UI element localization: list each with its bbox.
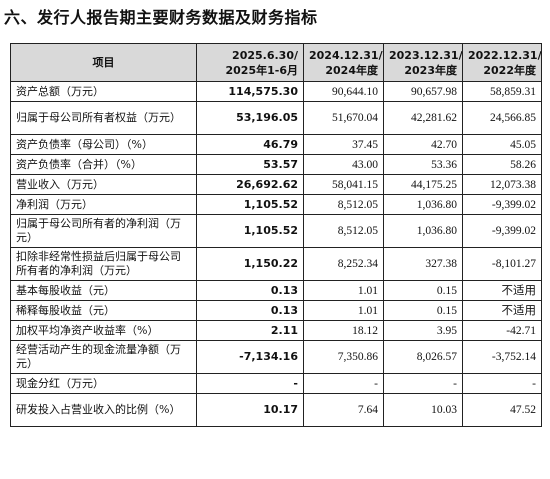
row-label: 加权平均净资产收益率（%） xyxy=(10,320,197,341)
value-cell: 2.11 xyxy=(196,320,304,341)
value-cell: 53.36 xyxy=(383,154,463,175)
value-cell: 53.57 xyxy=(196,154,304,175)
section-title: 六、发行人报告期主要财务数据及财务指标 xyxy=(4,8,318,27)
value-cell: 51,670.04 xyxy=(303,101,384,135)
value-cell: 37.45 xyxy=(303,134,384,155)
value-cell: 1.01 xyxy=(303,280,384,301)
value-cell: 1,036.80 xyxy=(383,214,463,248)
value-cell: 47.52 xyxy=(462,393,542,427)
table-row: 资产总额（万元） 114,575.30 90,644.10 90,657.98 58,8… xyxy=(10,81,542,102)
value-cell: -42.71 xyxy=(462,320,542,341)
row-label: 基本每股收益（元） xyxy=(10,280,197,301)
value-cell: 42,281.62 xyxy=(383,101,463,135)
value-cell: 1,150.22 xyxy=(196,247,304,281)
value-cell: 0.13 xyxy=(196,300,304,321)
value-cell: 0.13 xyxy=(196,280,304,301)
table-row: 稀释每股收益（元） 0.13 1.01 0.15 不适用 xyxy=(10,300,542,321)
value-cell: 90,644.10 xyxy=(303,81,384,102)
value-cell: 26,692.62 xyxy=(196,174,304,195)
value-cell: 43.00 xyxy=(303,154,384,175)
value-cell: -8,101.27 xyxy=(462,247,542,281)
table-row: 归属于母公司所有者的净利润（万元） 1,105.52 8,512.05 1,036.8… xyxy=(10,214,542,248)
value-cell: 42.70 xyxy=(383,134,463,155)
value-cell: 8,512.05 xyxy=(303,194,384,215)
value-cell: -9,399.02 xyxy=(462,214,542,248)
value-cell: - xyxy=(196,373,304,394)
value-cell: -9,399.02 xyxy=(462,194,542,215)
value-cell: 8,512.05 xyxy=(303,214,384,248)
table-row: 营业收入（万元） 26,692.62 58,041.15 44,175.25 12,07… xyxy=(10,174,542,195)
value-cell: 1,105.52 xyxy=(196,194,304,215)
value-cell: - xyxy=(383,373,463,394)
table-row: 加权平均净资产收益率（%） 2.11 18.12 3.95 -42.71 xyxy=(10,320,542,341)
value-cell: 53,196.05 xyxy=(196,101,304,135)
value-cell: 1,105.52 xyxy=(196,214,304,248)
row-label: 净利润（万元） xyxy=(10,194,197,215)
table-header-row: 项目 2025.6.30/2025年1-6月 2024.12.31/2024年度… xyxy=(10,43,542,82)
table-row: 研发投入占营业收入的比例（%） 10.17 7.64 10.03 47.52 xyxy=(10,393,542,427)
value-cell: 0.15 xyxy=(383,280,463,301)
row-label: 资产总额（万元） xyxy=(10,81,197,102)
table-row: 归属于母公司所有者权益（万元） 53,196.05 51,670.04 42,281.… xyxy=(10,101,542,135)
header-period-2025: 2025.6.30/2025年1-6月 xyxy=(196,43,304,82)
table-row: 净利润（万元） 1,105.52 8,512.05 1,036.80 -9,399.02 xyxy=(10,194,542,215)
header-period-2023: 2023.12.31/2023年度 xyxy=(383,43,463,82)
value-cell: 44,175.25 xyxy=(383,174,463,195)
table-row: 基本每股收益（元） 0.13 1.01 0.15 不适用 xyxy=(10,280,542,301)
value-cell: 10.17 xyxy=(196,393,304,427)
value-cell: 46.79 xyxy=(196,134,304,155)
value-cell: 45.05 xyxy=(462,134,542,155)
table-row: 扣除非经常性损益后归属于母公司所有者的净利润（万元） 1,150.22 8,252.… xyxy=(10,247,542,281)
value-cell: 8,026.57 xyxy=(383,340,463,374)
row-label: 资产负债率（母公司）（%） xyxy=(10,134,197,155)
value-cell: 12,073.38 xyxy=(462,174,542,195)
value-cell: 1,036.80 xyxy=(383,194,463,215)
financial-table: 项目 2025.6.30/2025年1-6月 2024.12.31/2024年度… xyxy=(10,43,542,427)
table-row: 资产负债率（合并）（%） 53.57 43.00 53.36 58.26 xyxy=(10,154,542,175)
row-label: 现金分红（万元） xyxy=(10,373,197,394)
value-cell: 114,575.30 xyxy=(196,81,304,102)
value-cell: 24,566.85 xyxy=(462,101,542,135)
value-cell: 10.03 xyxy=(383,393,463,427)
header-period-2024: 2024.12.31/2024年度 xyxy=(303,43,384,82)
value-cell: 3.95 xyxy=(383,320,463,341)
value-cell: 90,657.98 xyxy=(383,81,463,102)
row-label: 研发投入占营业收入的比例（%） xyxy=(10,393,197,427)
table-row: 现金分红（万元） - - - - xyxy=(10,373,542,394)
row-label: 扣除非经常性损益后归属于母公司所有者的净利润（万元） xyxy=(10,247,197,281)
header-item: 项目 xyxy=(10,43,197,82)
value-cell: 1.01 xyxy=(303,300,384,321)
value-cell: 不适用 xyxy=(462,300,542,321)
value-cell: 不适用 xyxy=(462,280,542,301)
value-cell: 0.15 xyxy=(383,300,463,321)
row-label: 归属于母公司所有者的净利润（万元） xyxy=(10,214,197,248)
value-cell: 18.12 xyxy=(303,320,384,341)
value-cell: 327.38 xyxy=(383,247,463,281)
row-label: 资产负债率（合并）（%） xyxy=(10,154,197,175)
row-label: 归属于母公司所有者权益（万元） xyxy=(10,101,197,135)
value-cell: 58,859.31 xyxy=(462,81,542,102)
value-cell: -3,752.14 xyxy=(462,340,542,374)
value-cell: - xyxy=(303,373,384,394)
row-label: 经营活动产生的现金流量净额（万元） xyxy=(10,340,197,374)
row-label: 稀释每股收益（元） xyxy=(10,300,197,321)
value-cell: -7,134.16 xyxy=(196,340,304,374)
value-cell: - xyxy=(462,373,542,394)
value-cell: 58,041.15 xyxy=(303,174,384,195)
value-cell: 7,350.86 xyxy=(303,340,384,374)
value-cell: 7.64 xyxy=(303,393,384,427)
value-cell: 8,252.34 xyxy=(303,247,384,281)
table-body: 资产总额（万元） 114,575.30 90,644.10 90,657.98 58,8… xyxy=(10,81,542,427)
table-row: 资产负债率（母公司）（%） 46.79 37.45 42.70 45.05 xyxy=(10,134,542,155)
row-label: 营业收入（万元） xyxy=(10,174,197,195)
value-cell: 58.26 xyxy=(462,154,542,175)
header-period-2022: 2022.12.31/2022年度 xyxy=(462,43,542,82)
table-row: 经营活动产生的现金流量净额（万元） -7,134.16 7,350.86 8,026.… xyxy=(10,340,542,374)
